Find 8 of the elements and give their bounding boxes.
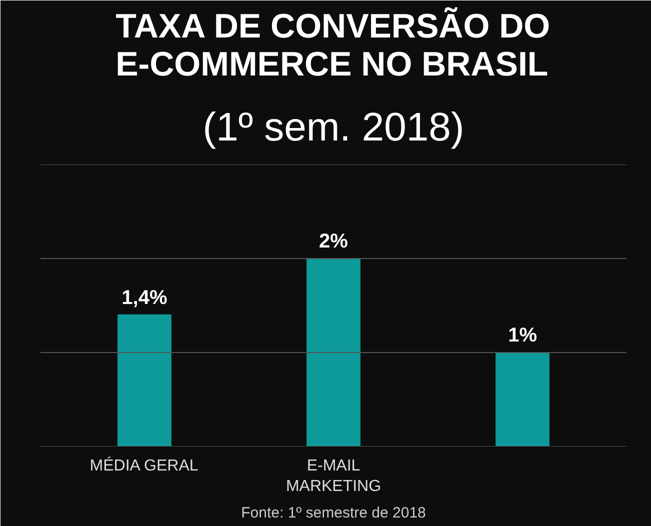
chart-subtitle: (1º sem. 2018) <box>202 106 464 150</box>
chart-title: TAXA DE CONVERSÃO DO E-COMMERCE NO BRASIL <box>116 6 550 84</box>
x-tick-label: E-MAIL MARKETING <box>286 458 382 495</box>
source-note: Fonte: 1º semestre de 2018 <box>241 504 426 522</box>
data-label: 1,4% <box>122 286 168 309</box>
data-label: 2% <box>319 230 348 252</box>
x-tick-label: MÉDIA GERAL <box>90 456 198 474</box>
data-label: 1% <box>508 324 538 346</box>
